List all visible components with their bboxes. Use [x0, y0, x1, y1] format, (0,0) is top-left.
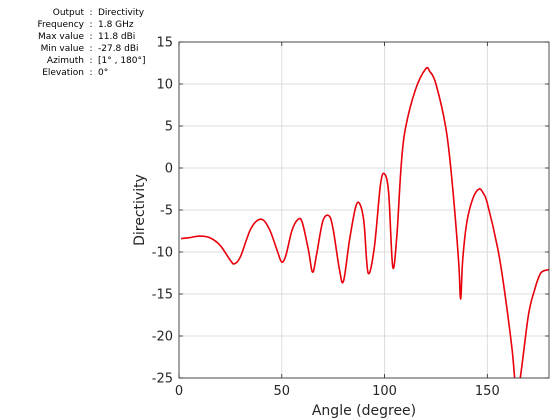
x-tick-label: 0 — [175, 384, 183, 399]
info-key: Output — [52, 8, 84, 18]
info-separator: : — [89, 20, 93, 30]
y-axis-title: Directivity — [132, 174, 148, 246]
info-separator: : — [89, 32, 93, 42]
info-value: [1° , 180°] — [98, 56, 146, 66]
info-key: Max value — [37, 32, 84, 42]
info-row: Frequency:1.8 GHz — [0, 19, 200, 31]
grid — [178, 41, 549, 379]
info-row: Elevation:0° — [0, 67, 200, 79]
info-value: -27.8 dBi — [98, 44, 139, 54]
info-separator: : — [89, 44, 93, 54]
info-row: Max value:11.8 dBi — [0, 31, 200, 43]
info-separator: : — [89, 56, 93, 66]
x-tick-label: 100 — [372, 384, 397, 399]
y-tick-label: -5 — [160, 204, 173, 219]
directivity-series-line — [180, 66, 549, 378]
y-tick-label: 10 — [156, 78, 173, 93]
info-key: Azimuth — [46, 56, 84, 66]
y-tick-label: -10 — [152, 246, 173, 261]
y-tick-label: 5 — [165, 120, 173, 135]
y-tick-label: 15 — [156, 36, 173, 51]
info-panel: Output: Directivity Frequency:1.8 GHz Max v… — [0, 7, 200, 79]
info-separator: : — [89, 8, 93, 18]
y-tick-label: 0 — [165, 162, 173, 177]
info-key: Min value — [40, 44, 84, 54]
info-value: 11.8 dBi — [98, 32, 136, 42]
info-value: 1.8 GHz — [98, 20, 134, 30]
info-value: Directivity — [98, 8, 145, 18]
info-row: Output: Directivity — [0, 7, 200, 19]
info-value: 0° — [98, 68, 109, 78]
x-tick-label: 150 — [475, 384, 500, 399]
info-separator: : — [89, 68, 93, 78]
series-layer — [180, 66, 549, 378]
info-key: Elevation — [42, 68, 84, 78]
x-axis-title: Angle (degree) — [312, 403, 416, 419]
y-tick-label: -15 — [152, 288, 173, 303]
x-tick-label: 50 — [274, 384, 291, 399]
info-row: Min value: -27.8 dBi — [0, 43, 200, 55]
y-tick-label: -20 — [152, 330, 173, 345]
y-tick-label: -25 — [152, 372, 173, 387]
info-row: Azimuth: [1° , 180°] — [0, 55, 200, 67]
info-key: Frequency — [37, 20, 85, 30]
ticks: 0 50 100 150 -25 -20 -15 -10 -5 0 5 10 15 — [152, 36, 549, 399]
